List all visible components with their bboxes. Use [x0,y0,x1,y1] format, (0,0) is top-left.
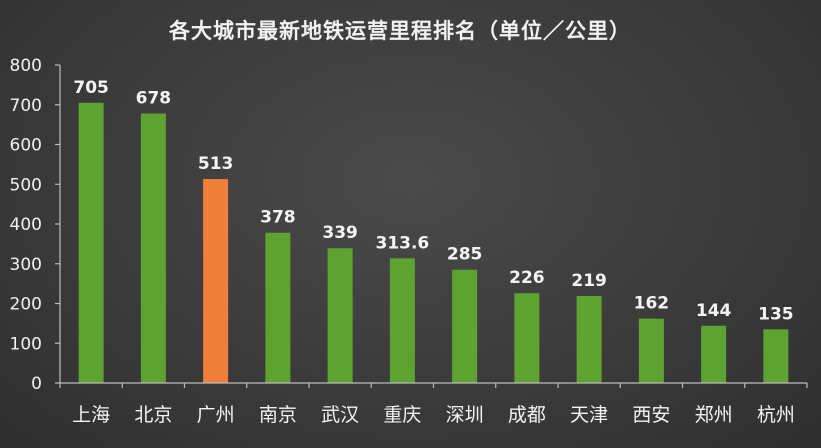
bar [265,232,291,383]
y-axis: 0 100 200 300 400 500 600 700 800 [10,56,61,394]
bar [638,318,664,383]
chart-title: 各大城市最新地铁运营里程排名（单位／公里） [168,19,631,43]
x-tick-label: 武汉 [321,404,359,426]
data-labels: 705 678 513 378 339 313.6 285 226 219 162 144 135 [73,78,793,325]
bar [452,269,478,383]
x-tick-label: 深圳 [446,404,484,426]
x-axis: 上海 北京 广州 南京 武汉 重庆 深圳 成都 天津 西安 郑州 杭州 [59,382,808,426]
x-tick-label: 成都 [508,404,546,426]
data-label: 162 [634,294,670,314]
y-tick-label: 500 [10,175,42,195]
data-label: 135 [758,304,794,324]
y-tick-label: 100 [10,334,42,354]
x-tick-label: 北京 [134,404,172,426]
bar [78,102,104,383]
bar-series [78,102,789,384]
bar [140,113,166,384]
y-tick-label: 0 [31,374,42,394]
bar [327,248,353,383]
bar [514,293,540,383]
data-label: 339 [322,223,358,243]
y-tick-label: 800 [10,56,42,76]
data-label: 313.6 [375,233,429,253]
x-tick-label: 重庆 [383,404,421,426]
bar [576,295,602,383]
bar [763,329,789,383]
data-label: 513 [198,154,234,174]
x-tick-label: 广州 [197,404,235,426]
x-tick-label: 郑州 [695,404,733,426]
y-tick-label: 200 [10,295,42,315]
bar [701,325,727,383]
y-tick-label: 400 [10,215,42,235]
data-label: 705 [73,78,109,98]
y-tick-label: 700 [10,96,42,116]
bar [389,258,415,383]
x-tick-label: 西安 [632,404,670,426]
x-tick-label: 杭州 [757,404,795,426]
x-tick-label: 南京 [259,404,297,426]
y-tick-label: 600 [10,136,42,156]
bar [203,179,229,383]
data-label: 219 [571,271,607,291]
data-label: 226 [509,268,545,288]
x-tick-label: 上海 [72,404,110,426]
data-label: 144 [696,301,732,321]
x-tick-label: 天津 [570,404,608,426]
data-label: 285 [447,245,483,265]
data-label: 378 [260,208,296,228]
data-label: 678 [136,88,172,108]
y-tick-label: 300 [10,255,42,275]
